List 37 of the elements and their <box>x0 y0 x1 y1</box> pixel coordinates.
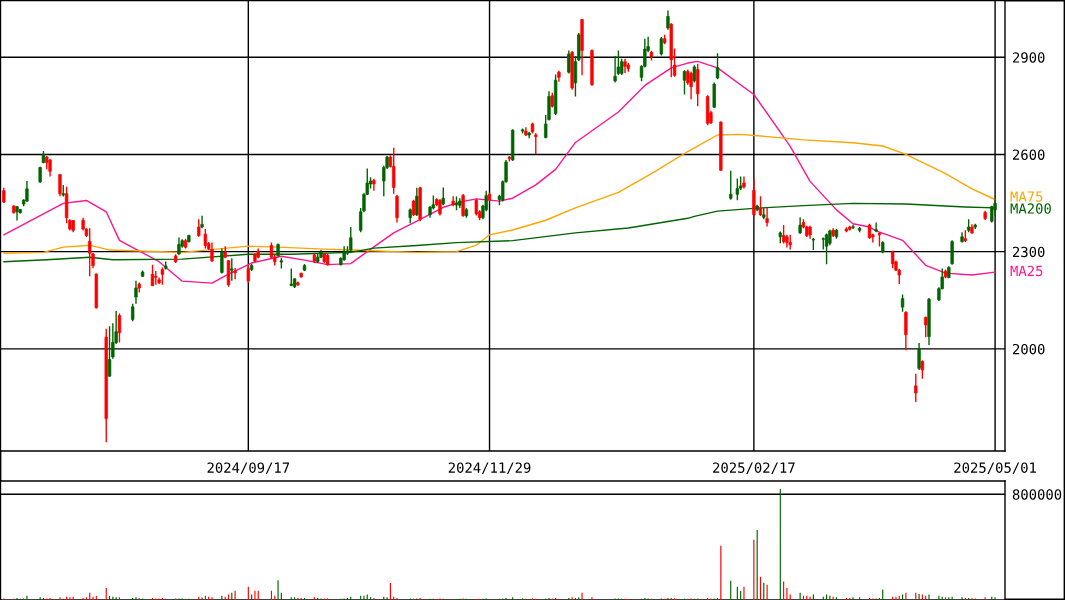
series-label: MA75 <box>1010 191 1043 202</box>
candlestick <box>904 310 908 351</box>
candlestick <box>729 169 733 201</box>
candlestick <box>914 373 918 403</box>
candlestick <box>395 194 399 224</box>
candlestick <box>230 257 234 282</box>
candlestick <box>107 325 112 378</box>
y-tick-label: 2600 <box>1012 149 1045 160</box>
candlestick <box>349 226 353 253</box>
candlestick <box>226 259 231 288</box>
x-tick-label: 2025/05/01 <box>954 462 1036 475</box>
candlestick <box>715 52 720 80</box>
y-tick-label: 2300 <box>1012 246 1045 258</box>
candlestick <box>613 55 617 84</box>
candlestick <box>920 359 925 380</box>
candlestick <box>415 187 419 217</box>
candlestick <box>712 81 716 109</box>
candlestick <box>917 342 921 371</box>
candlestick <box>117 312 122 344</box>
x-tick-label: 2024/09/17 <box>207 462 290 475</box>
candlestick <box>924 315 928 338</box>
line-series <box>3 60 996 284</box>
series-label: MA200 <box>1010 203 1051 214</box>
candlestick <box>210 241 214 263</box>
candlestick <box>534 132 538 155</box>
series-label: MA25 <box>1010 265 1043 277</box>
candlestick <box>233 267 237 280</box>
candlestick <box>392 146 396 195</box>
candlestick <box>666 9 670 31</box>
x-tick-label: 2025/02/17 <box>713 462 795 475</box>
x-tick-label: 2024/11/29 <box>448 462 531 475</box>
y-tick-label: 2900 <box>1012 52 1045 63</box>
line-series <box>3 133 996 254</box>
candlestick <box>689 71 693 101</box>
y-tick-label: 2000 <box>1012 343 1045 355</box>
y-tick-label: 800000 <box>1012 489 1062 500</box>
candlestick <box>950 239 954 266</box>
